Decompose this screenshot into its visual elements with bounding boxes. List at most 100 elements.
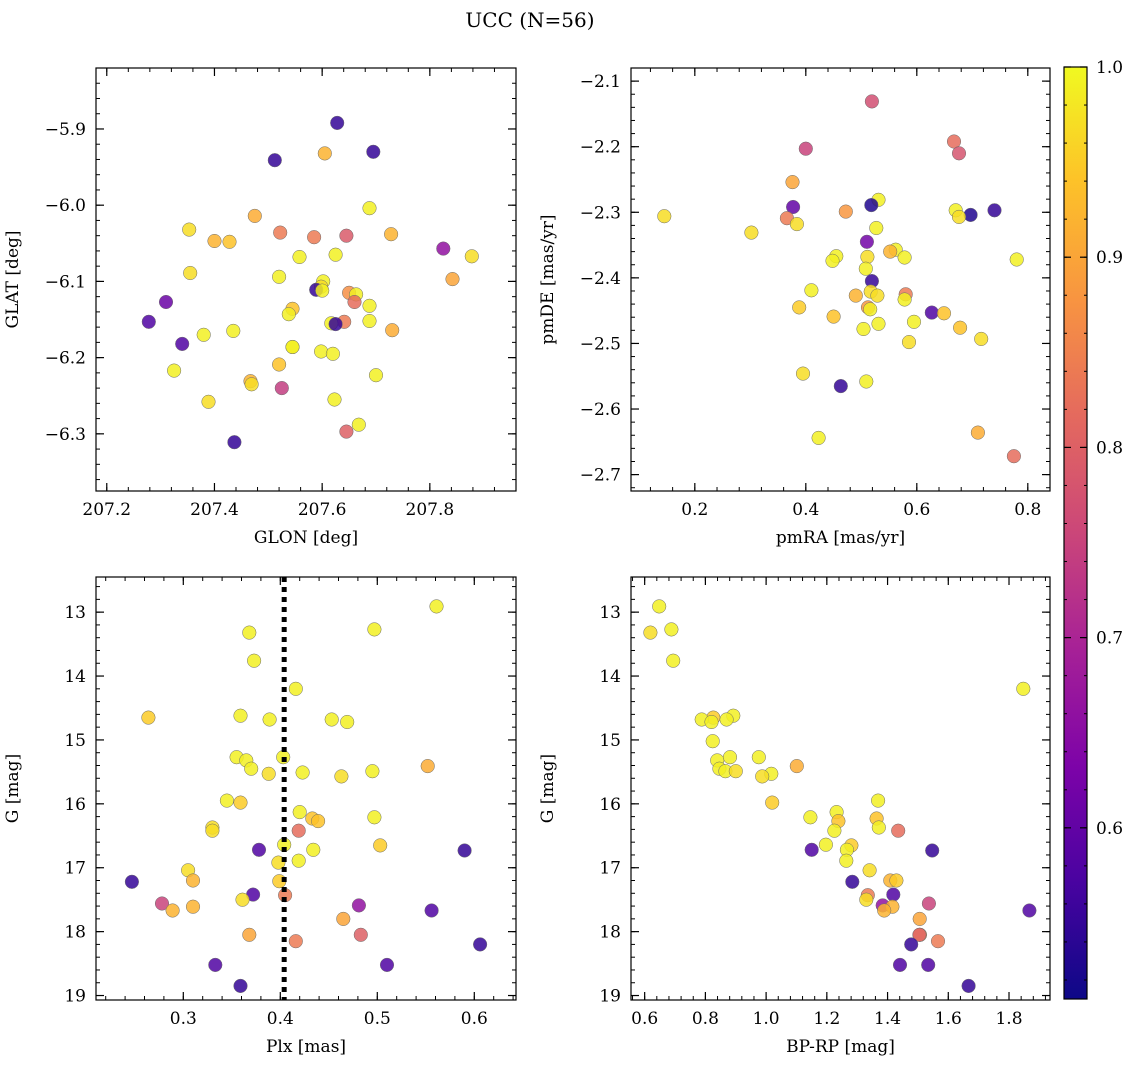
data-point bbox=[751, 750, 766, 765]
data-point bbox=[196, 327, 211, 342]
figure-title: UCC (N=56) bbox=[465, 8, 594, 32]
data-point bbox=[165, 903, 180, 918]
y-tick-label: −2.5 bbox=[580, 334, 621, 354]
y-tick-label: 17 bbox=[64, 859, 86, 879]
data-point bbox=[183, 265, 198, 281]
data-point bbox=[247, 208, 262, 223]
data-point bbox=[244, 377, 259, 392]
x-tick-label: 1.0 bbox=[753, 1009, 780, 1029]
data-point bbox=[833, 379, 848, 394]
data-point bbox=[803, 810, 818, 825]
data-point bbox=[891, 823, 906, 838]
data-point bbox=[901, 335, 917, 350]
data-point bbox=[912, 911, 927, 926]
data-point bbox=[804, 283, 819, 298]
data-point bbox=[272, 357, 287, 372]
x-axis-label: BP-RP [mag] bbox=[786, 1037, 895, 1057]
data-point bbox=[325, 346, 340, 361]
data-point bbox=[429, 599, 444, 614]
data-point bbox=[291, 853, 306, 868]
x-axis-label: pmRA [mas/yr] bbox=[776, 528, 905, 548]
data-point bbox=[728, 764, 743, 779]
panel-2: 0.2 0.4 0.6 0.8 −2.1 −2.2 −2.3 −2.4 −2.5 −2.6 −2.7… bbox=[538, 67, 1051, 548]
data-point bbox=[951, 146, 967, 161]
data-point bbox=[445, 272, 460, 287]
data-point bbox=[883, 244, 898, 259]
panel-1: 207.2 207.4 207.6 207.8 −5.9 −6.0 −6.1 −6.2 −6.3… bbox=[3, 67, 517, 548]
data-point bbox=[795, 366, 811, 381]
y-tick-label: −2.1 bbox=[580, 72, 621, 92]
data-point bbox=[871, 316, 886, 331]
y-axis-label: pmDE [mas/yr] bbox=[538, 214, 558, 344]
scatter-points bbox=[643, 599, 1037, 993]
data-point bbox=[1016, 681, 1031, 696]
data-point bbox=[205, 823, 220, 838]
data-point bbox=[273, 225, 288, 240]
data-point bbox=[864, 198, 879, 213]
data-point bbox=[235, 892, 250, 907]
data-point bbox=[334, 769, 349, 784]
x-tick-label: 207.4 bbox=[190, 500, 239, 520]
data-point bbox=[306, 842, 321, 857]
data-point bbox=[457, 843, 472, 858]
y-tick-label: −6.2 bbox=[45, 349, 86, 369]
y-tick-label: 17 bbox=[599, 859, 621, 879]
x-tick-label: 0.4 bbox=[267, 1009, 294, 1029]
data-point bbox=[227, 435, 242, 450]
data-point bbox=[420, 759, 435, 774]
y-tick-label: 19 bbox=[599, 987, 621, 1007]
data-point bbox=[362, 313, 377, 329]
y-tick-label: 16 bbox=[599, 795, 621, 815]
data-point bbox=[281, 307, 296, 322]
data-point bbox=[141, 314, 156, 329]
data-point bbox=[961, 978, 976, 993]
data-point bbox=[327, 392, 342, 407]
data-point bbox=[353, 927, 368, 942]
data-point bbox=[963, 207, 978, 222]
colorbar-tick-label: 0.7 bbox=[1096, 629, 1123, 649]
panel-4: 0.6 0.8 1.0 1.2 1.4 1.6 1.8 13 14 15 16 17 18 19 BP-RP… bbox=[538, 576, 1051, 1057]
data-point bbox=[666, 653, 681, 668]
data-point bbox=[351, 417, 366, 432]
data-point bbox=[856, 321, 871, 337]
data-point bbox=[262, 712, 277, 727]
axes-frame bbox=[95, 67, 517, 492]
data-point bbox=[970, 425, 985, 440]
data-point bbox=[705, 734, 720, 749]
data-point bbox=[384, 227, 399, 242]
data-point bbox=[424, 903, 439, 918]
data-point bbox=[314, 344, 329, 359]
data-point bbox=[889, 873, 904, 888]
data-point bbox=[722, 750, 738, 765]
y-tick-label: −6.1 bbox=[45, 272, 86, 292]
data-point bbox=[251, 842, 267, 857]
x-tick-label: 0.6 bbox=[631, 1009, 658, 1029]
panels: 207.2 207.4 207.6 207.8 −5.9 −6.0 −6.1 −6.2 −6.3… bbox=[3, 67, 1051, 1057]
data-point bbox=[292, 249, 307, 265]
data-point bbox=[786, 199, 801, 215]
y-tick-label: 18 bbox=[599, 923, 621, 943]
data-point bbox=[936, 306, 952, 321]
y-tick-label: 16 bbox=[64, 795, 86, 815]
data-point bbox=[330, 115, 345, 130]
data-point bbox=[897, 250, 912, 265]
data-point bbox=[643, 625, 658, 640]
colorbar-tick-label: 0.8 bbox=[1096, 438, 1123, 458]
data-point bbox=[175, 336, 190, 351]
y-tick-label: −2.7 bbox=[580, 466, 621, 486]
data-point bbox=[154, 896, 170, 911]
data-point bbox=[785, 175, 800, 190]
x-axis-label: GLON [deg] bbox=[254, 528, 358, 548]
x-tick-label: 1.2 bbox=[813, 1009, 840, 1029]
data-point bbox=[291, 823, 306, 838]
colorbar-tick-label: 0.9 bbox=[1096, 248, 1123, 268]
y-axis-label: G [mag] bbox=[538, 754, 558, 823]
colorbar-gradient bbox=[1063, 66, 1088, 1000]
data-point bbox=[185, 899, 201, 914]
x-tick-label: 0.6 bbox=[461, 1009, 488, 1029]
data-point bbox=[845, 874, 860, 889]
x-tick-label: 1.6 bbox=[935, 1009, 962, 1029]
data-point bbox=[930, 934, 946, 949]
data-point bbox=[789, 759, 804, 774]
y-tick-label: 13 bbox=[599, 603, 621, 623]
